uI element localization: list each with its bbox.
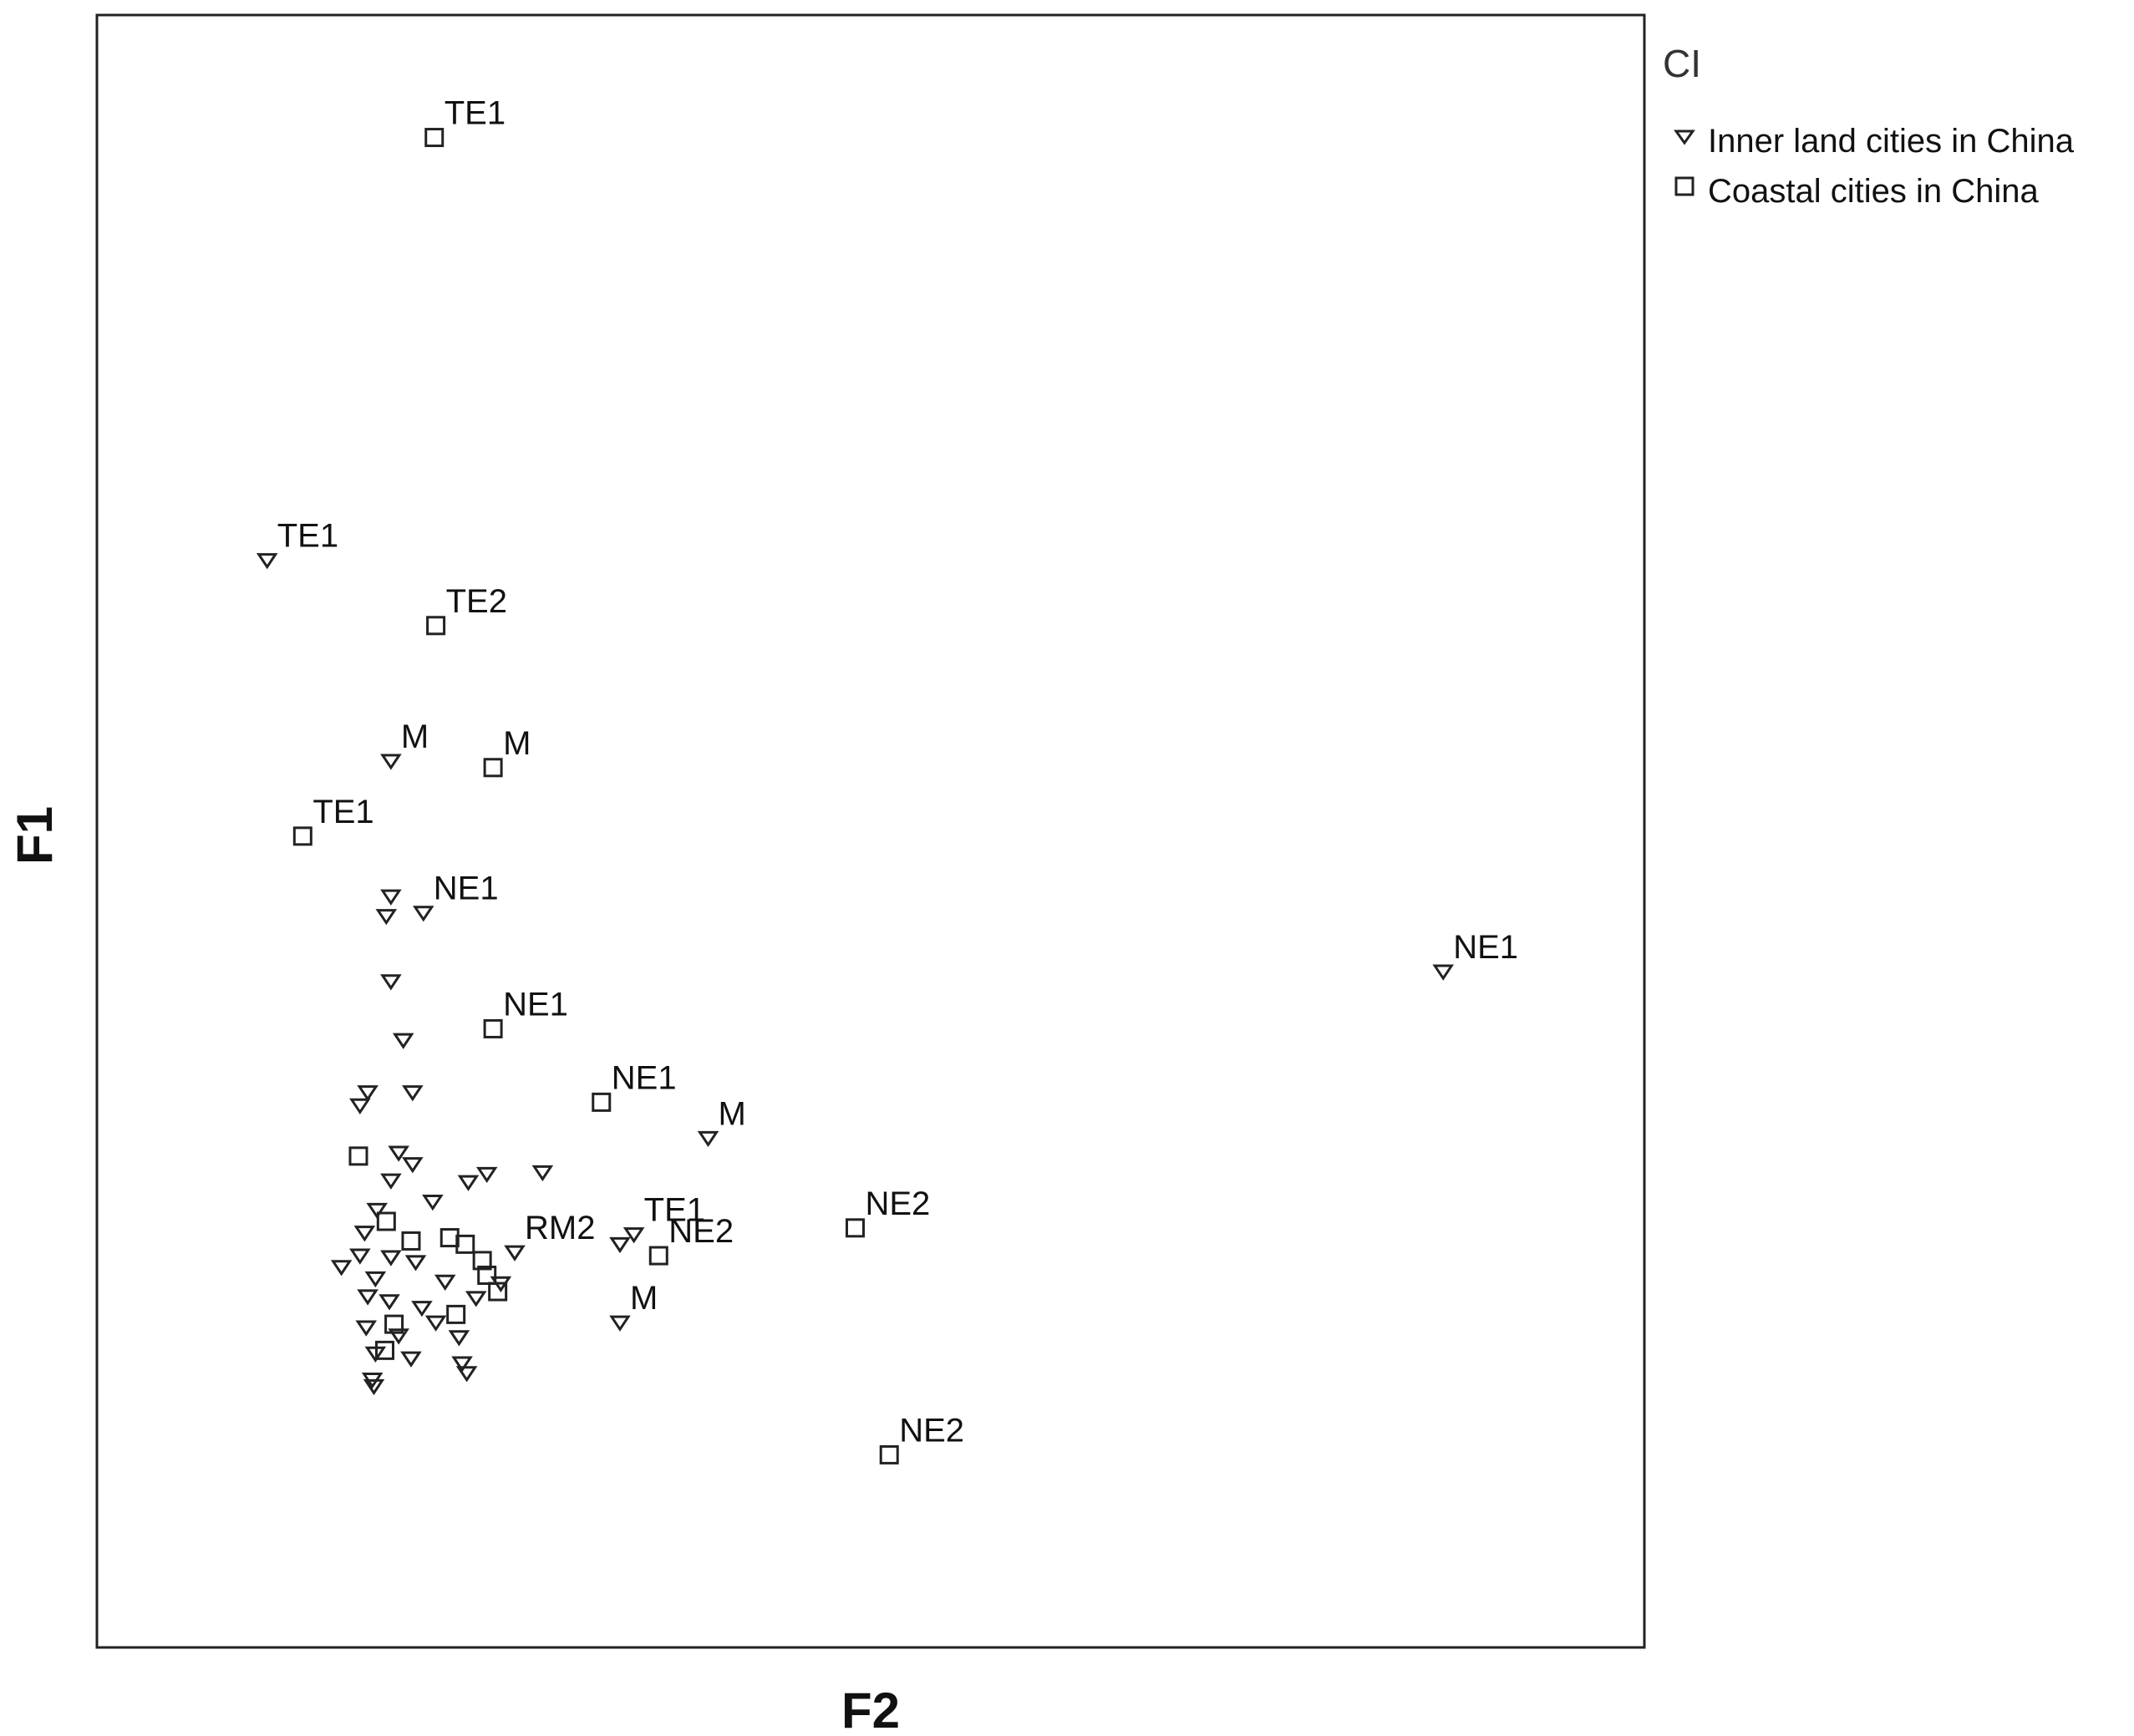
point-inner-land [380,974,402,991]
point-inner-land [404,1255,427,1272]
point-inner-land [375,909,398,926]
point-inner-land [434,1274,456,1292]
point-inner-land [380,889,402,906]
legend-marker-square-icon [1674,176,1694,196]
point-label: TE2 [446,583,507,620]
point-label: NE1 [1453,929,1518,966]
point-coastal [424,128,445,148]
x-axis-title: F2 [841,1683,900,1736]
point-label: M [719,1095,746,1132]
point-inner-land [465,1291,487,1307]
point-inner-land [424,1315,447,1332]
point-inner-land [531,1165,554,1182]
point-inner-land [392,1033,414,1049]
point-inner-land [349,1098,371,1114]
point-coastal [483,1018,503,1038]
legend-marker-triangle-icon [1674,129,1695,145]
point-inner-land [388,1145,409,1162]
point-inner-land [355,1320,378,1337]
point-inner-land [380,754,402,770]
point-inner-land [402,1157,424,1174]
point-coastal [845,1218,865,1238]
point-inner-land [448,1330,470,1347]
point-label: NE1 [503,986,568,1023]
y-axis-title: F1 [7,806,63,865]
point-inner-land [697,1130,719,1148]
point-label: TE1 [644,1192,705,1229]
point-coastal [455,1234,475,1254]
point-inner-land [379,1294,400,1311]
point-inner-land [504,1245,526,1261]
point-coastal [879,1444,899,1464]
point-inner-land [609,1236,631,1254]
point-inner-land [400,1351,422,1368]
point-inner-land [455,1366,478,1383]
point-inner-land [451,1356,473,1373]
point-coastal [488,1282,508,1302]
point-inner-land [357,1085,379,1102]
point-inner-land [622,1227,645,1244]
point-coastal [648,1246,668,1266]
point-inner-land [1432,964,1455,981]
point-inner-land [422,1195,444,1211]
point-label: M [503,725,531,762]
legend-title: CI [1663,42,1701,85]
point-inner-land [388,1328,409,1345]
point-inner-land [380,1173,402,1190]
point-inner-land [457,1175,480,1191]
point-coastal [426,616,446,636]
plot-marks: TE1 M NE1 RM2 TE1 M M NE1 TE1 TE2 M TE1 NE1 NE1 NE2 NE2… [256,95,1518,1464]
point-label: TE1 [445,95,506,132]
point-inner-land [475,1166,498,1184]
point-inner-land [402,1085,424,1102]
point-label: TE1 [312,794,373,830]
point-inner-land [380,1250,402,1266]
legend-item-coastal: Coastal cities in China [1708,173,2039,210]
point-inner-land [364,1271,387,1288]
point-inner-land [357,1289,379,1306]
point-inner-land [353,1226,376,1242]
legend-item-inner-land: Inner land cities in China [1708,123,2075,160]
point-inner-land [256,553,278,570]
point-label: TE1 [277,518,338,555]
point-inner-land [411,1301,433,1317]
point-coastal [401,1231,421,1251]
point-label: NE1 [612,1059,677,1096]
point-coastal [376,1211,396,1231]
point-coastal [374,1340,394,1360]
point-coastal [446,1304,466,1324]
point-label: NE2 [865,1185,930,1222]
legend: CI Inner land cities in China Coastal ci… [1663,42,2075,210]
point-inner-land [363,1378,385,1396]
point-label: M [630,1280,658,1317]
point-coastal [472,1251,492,1271]
point-coastal [384,1314,404,1334]
point-inner-land [412,906,434,922]
point-label: NE2 [668,1213,734,1250]
point-label: NE1 [434,871,499,907]
point-coastal [477,1265,497,1285]
plot-frame [95,13,1646,1649]
point-coastal [292,826,312,846]
point-coastal [592,1092,612,1112]
point-coastal [483,758,503,778]
point-inner-land [366,1202,389,1220]
point-inner-land [330,1260,353,1277]
point-coastal [348,1146,368,1166]
point-inner-land [349,1248,371,1265]
point-inner-land [609,1315,631,1332]
point-label: M [401,718,429,755]
point-label: RM2 [525,1210,595,1246]
point-label: NE2 [899,1412,964,1449]
